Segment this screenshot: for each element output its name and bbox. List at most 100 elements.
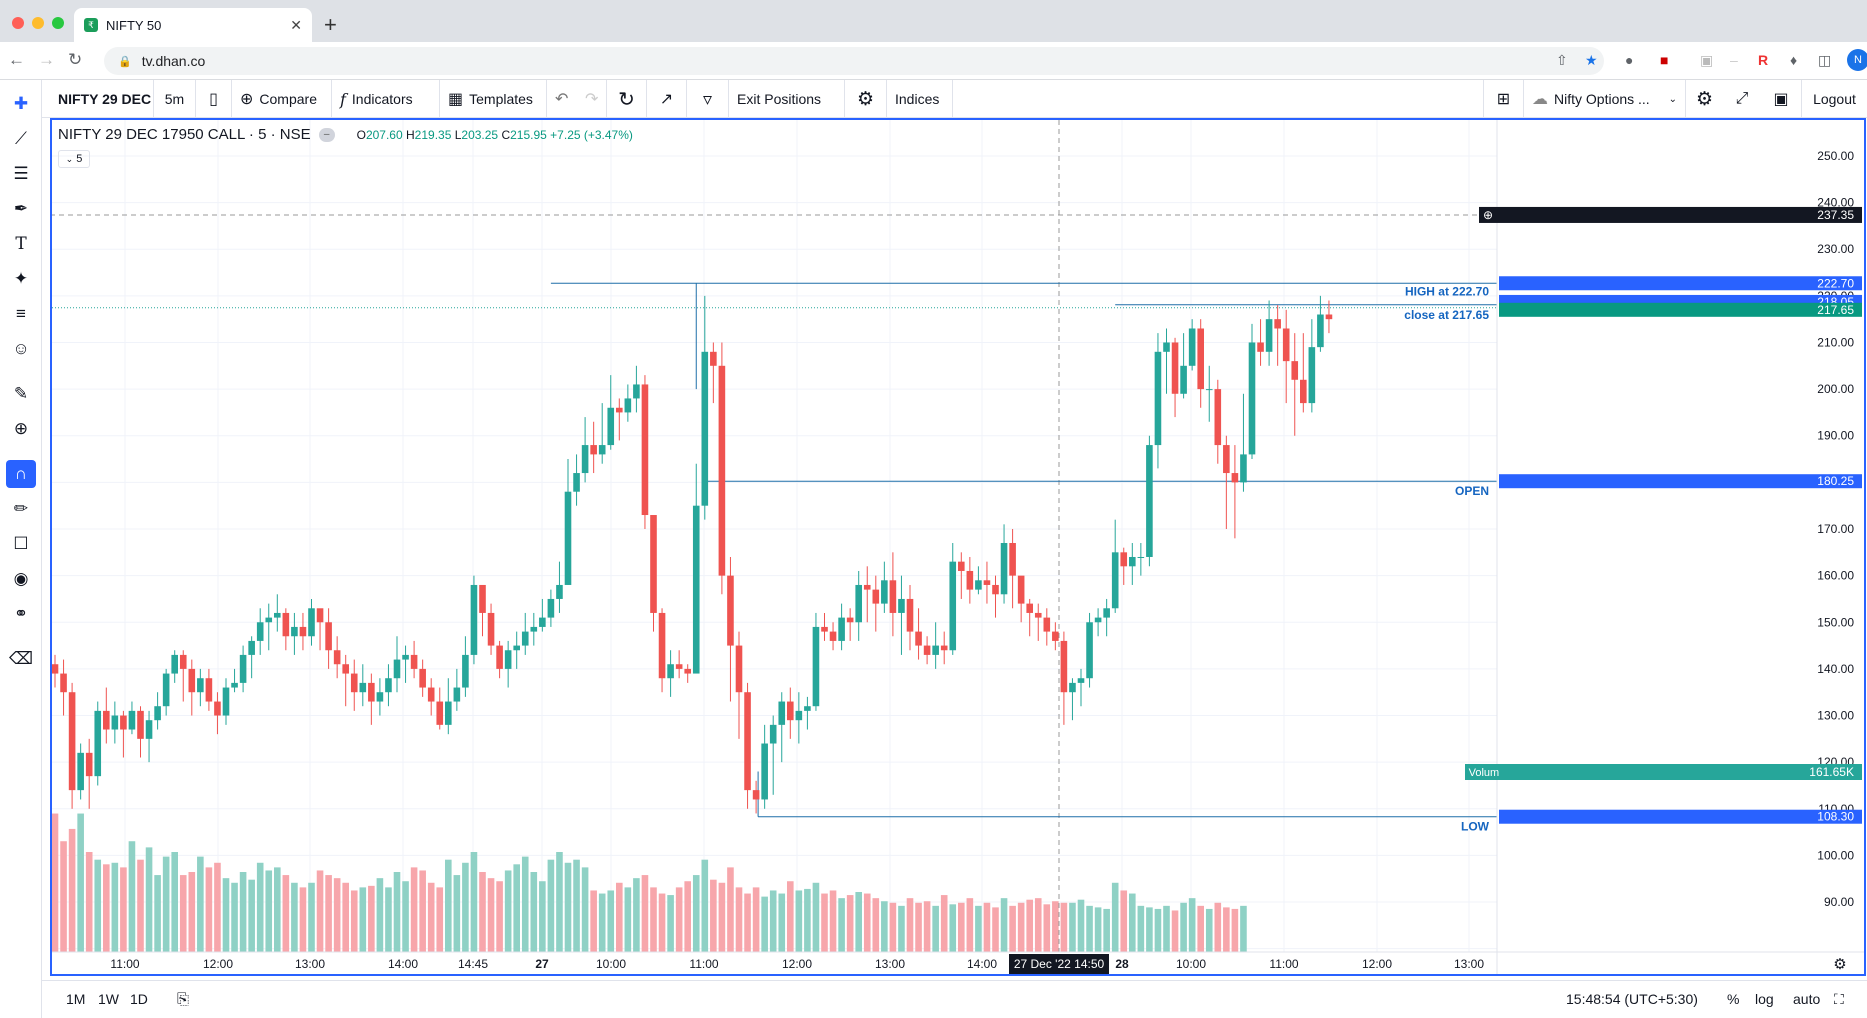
maximize-window-button[interactable]	[52, 17, 64, 29]
text-tool-icon[interactable]: T	[15, 234, 27, 254]
date-range-icon[interactable]: ⎘	[177, 991, 190, 1008]
chart-type-button[interactable]: ▯	[196, 80, 232, 118]
candle-body	[1111, 552, 1119, 609]
candle-body	[436, 701, 444, 725]
log-scale-button[interactable]: log	[1755, 991, 1774, 1007]
candle-body	[282, 612, 290, 637]
url-field[interactable]: 🔒 tv.dhan.co	[104, 47, 1604, 75]
candle-body	[111, 715, 119, 730]
screenshot-button[interactable]: ▣	[1761, 80, 1801, 118]
trendline-tool-icon[interactable]: ⟋	[15, 129, 27, 148]
candle-body	[1188, 328, 1196, 366]
logout-button[interactable]: Logout	[1801, 80, 1867, 118]
volume-bar	[633, 878, 640, 952]
settings-button[interactable]: ⚙	[845, 80, 887, 118]
redo-button[interactable]: ↷	[577, 80, 607, 118]
layout-select[interactable]: ☁ Nifty Options ... ⌄	[1523, 80, 1685, 118]
compare-button[interactable]: ⊕ Compare	[232, 80, 332, 118]
undo-button[interactable]: ↶	[547, 80, 577, 118]
candle-body	[581, 445, 589, 474]
hide-series-icon[interactable]: –	[318, 127, 335, 142]
sidebar-icon[interactable]: ◫	[1818, 52, 1832, 68]
volume-bar	[188, 872, 196, 952]
volume-bar	[513, 864, 520, 952]
crosshair-tool-icon[interactable]: ✚	[13, 94, 29, 113]
auto-scale-button[interactable]: auto	[1793, 991, 1821, 1007]
candle-body	[752, 790, 760, 800]
volume-collapse-button[interactable]: ⌄ 5	[58, 150, 90, 168]
eye-tool-icon[interactable]: ◉	[13, 569, 29, 588]
volume-bar	[453, 875, 461, 952]
candle-body	[1325, 314, 1333, 320]
candle-body	[222, 687, 230, 716]
templates-button[interactable]: ▦ Templates	[440, 80, 547, 118]
percent-scale-button[interactable]: %	[1727, 991, 1740, 1007]
browser-tab[interactable]: ₹ NIFTY 50 ✕	[74, 8, 312, 42]
volume-bar	[1034, 898, 1042, 952]
share-icon[interactable]: ⇧	[1556, 52, 1568, 68]
extension-shield-icon[interactable]: ■	[1660, 52, 1669, 68]
symbol-search-button[interactable]: NIFTY 29 DEC	[50, 80, 154, 118]
price-label-box	[1499, 809, 1862, 824]
grid-icon: ▦	[448, 91, 464, 108]
fullscreen-button[interactable]: ⤢	[1723, 80, 1761, 118]
lock-tool-icon[interactable]: ☐	[13, 534, 29, 553]
puzzle-icon[interactable]: ♦	[1790, 52, 1798, 68]
tab-close-icon[interactable]: ✕	[290, 16, 302, 33]
candle-body	[846, 617, 854, 623]
back-icon[interactable]: ←	[8, 50, 25, 69]
range-1d-button[interactable]: 1D	[130, 991, 148, 1007]
fib-tool-icon[interactable]: ☰	[13, 164, 29, 183]
forward-icon[interactable]: →	[38, 50, 55, 69]
candle-body	[1017, 575, 1025, 604]
link-tool-icon[interactable]: ⚭	[13, 604, 29, 623]
extension-gray-icon[interactable]: ▣	[1700, 52, 1714, 68]
candle-body	[718, 365, 726, 576]
new-tab-button[interactable]: +	[324, 12, 337, 37]
chart-settings-button[interactable]: ⚙	[1685, 80, 1723, 118]
candle-body	[769, 724, 777, 744]
stay-drawing-tool-icon[interactable]: ✏	[13, 499, 29, 518]
interval-button[interactable]: 5m	[154, 80, 196, 118]
candle-body	[342, 664, 349, 674]
popout-button[interactable]: ↗	[647, 80, 687, 118]
candle-body	[214, 701, 221, 716]
bookmark-star-icon[interactable]: ★	[1585, 52, 1598, 68]
close-window-button[interactable]	[12, 17, 24, 29]
candle-body	[1214, 389, 1222, 446]
fullscreen-corner-icon[interactable]: ⛶	[1834, 991, 1844, 1007]
volume-bar	[795, 890, 803, 952]
layout-grid-button[interactable]: ⊞	[1483, 80, 1523, 118]
range-1m-button[interactable]: 1M	[66, 991, 86, 1007]
trash-tool-icon[interactable]: ⌫	[8, 649, 34, 668]
basket-button[interactable]: ▿	[687, 80, 729, 118]
prediction-tool-icon[interactable]: ≡	[16, 304, 26, 323]
exit-positions-button[interactable]: Exit Positions	[729, 80, 845, 118]
volume-bar	[940, 895, 948, 952]
pattern-tool-icon[interactable]: ✦	[13, 269, 29, 288]
brush-tool-icon[interactable]: ✒	[13, 199, 29, 218]
candle-body	[624, 398, 632, 413]
ruler-tool-icon[interactable]: ✎	[13, 384, 29, 403]
candle-body	[1154, 351, 1162, 446]
range-1w-button[interactable]: 1W	[98, 991, 119, 1007]
volume-bar	[1120, 890, 1128, 952]
minimize-window-button[interactable]	[32, 17, 44, 29]
extension-icon[interactable]: ●	[1625, 52, 1634, 68]
extension-minus-icon[interactable]: –	[1730, 52, 1738, 68]
emoji-tool-icon[interactable]: ☺	[12, 339, 30, 358]
candlestick-chart[interactable]: HIGH at 222.70 close at 217.65 OPEN LOW 250.…	[52, 120, 1864, 974]
extension-r-icon[interactable]: R	[1758, 52, 1769, 68]
price-tick-label: 240.00	[1817, 196, 1854, 210]
magnet-tool-icon[interactable]: ∩	[6, 460, 36, 488]
candle-body	[154, 706, 161, 721]
refresh-button[interactable]: ↻	[607, 80, 647, 118]
reload-icon[interactable]: ↻	[68, 50, 83, 69]
open-key: O	[356, 127, 366, 142]
low-value: 203.25	[461, 127, 499, 142]
zoom-in-tool-icon[interactable]: ⊕	[13, 419, 29, 438]
indicators-button[interactable]: f Indicators	[332, 80, 440, 118]
profile-avatar[interactable]: N	[1847, 49, 1867, 71]
indices-button[interactable]: Indices	[887, 80, 953, 118]
volume-bar	[539, 881, 546, 952]
